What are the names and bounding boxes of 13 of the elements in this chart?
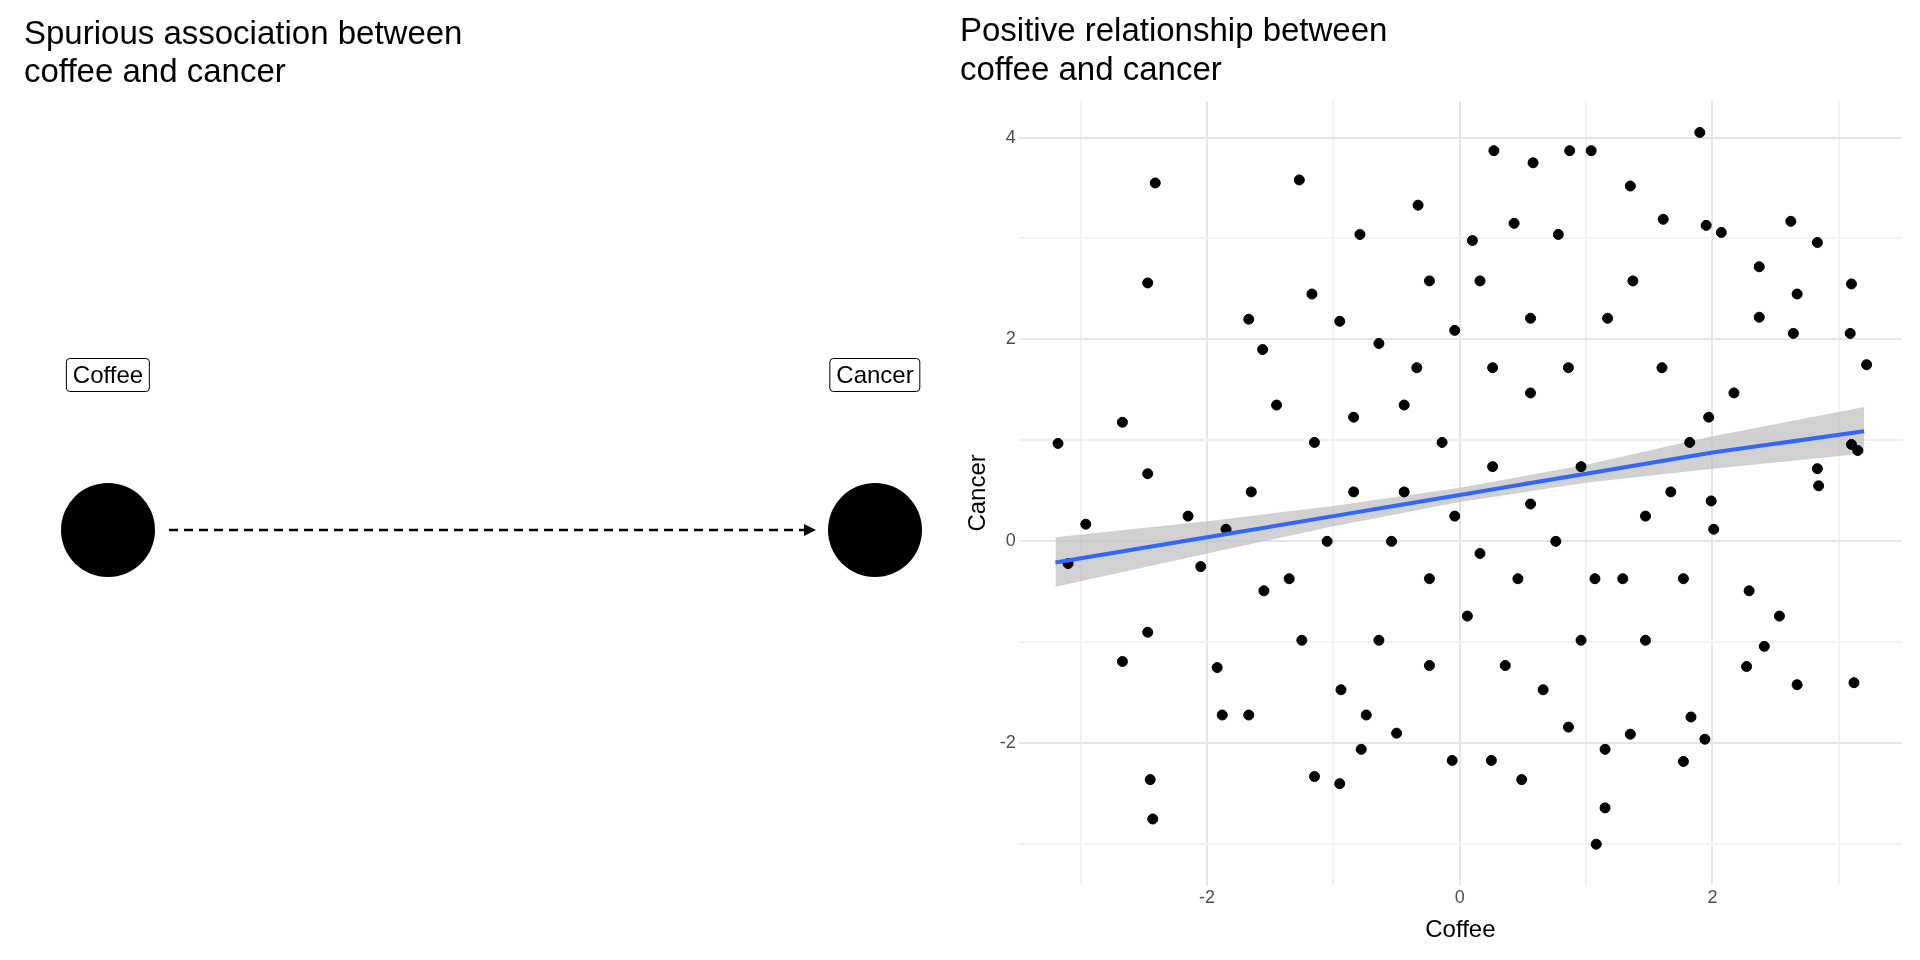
y-axis-title: Cancer bbox=[963, 454, 991, 532]
y-tick-label: 0 bbox=[1005, 530, 1016, 551]
y-tick-label: 2 bbox=[1005, 328, 1016, 349]
text: Spurious association between coffee and cancer bbox=[24, 14, 464, 90]
x-axis-title: Coffee bbox=[1425, 915, 1496, 943]
text: Coffee bbox=[65, 358, 151, 392]
x-tick-label: 2 bbox=[1707, 887, 1718, 908]
chart-title: Positive relationship between coffee and cancer bbox=[960, 10, 1388, 88]
y-tick-label: 4 bbox=[1005, 126, 1016, 147]
text: Cancer bbox=[829, 358, 921, 392]
y-tick-label: -2 bbox=[999, 732, 1016, 753]
x-tick-label: 0 bbox=[1454, 887, 1465, 908]
x-tick-label: -2 bbox=[1199, 887, 1216, 908]
